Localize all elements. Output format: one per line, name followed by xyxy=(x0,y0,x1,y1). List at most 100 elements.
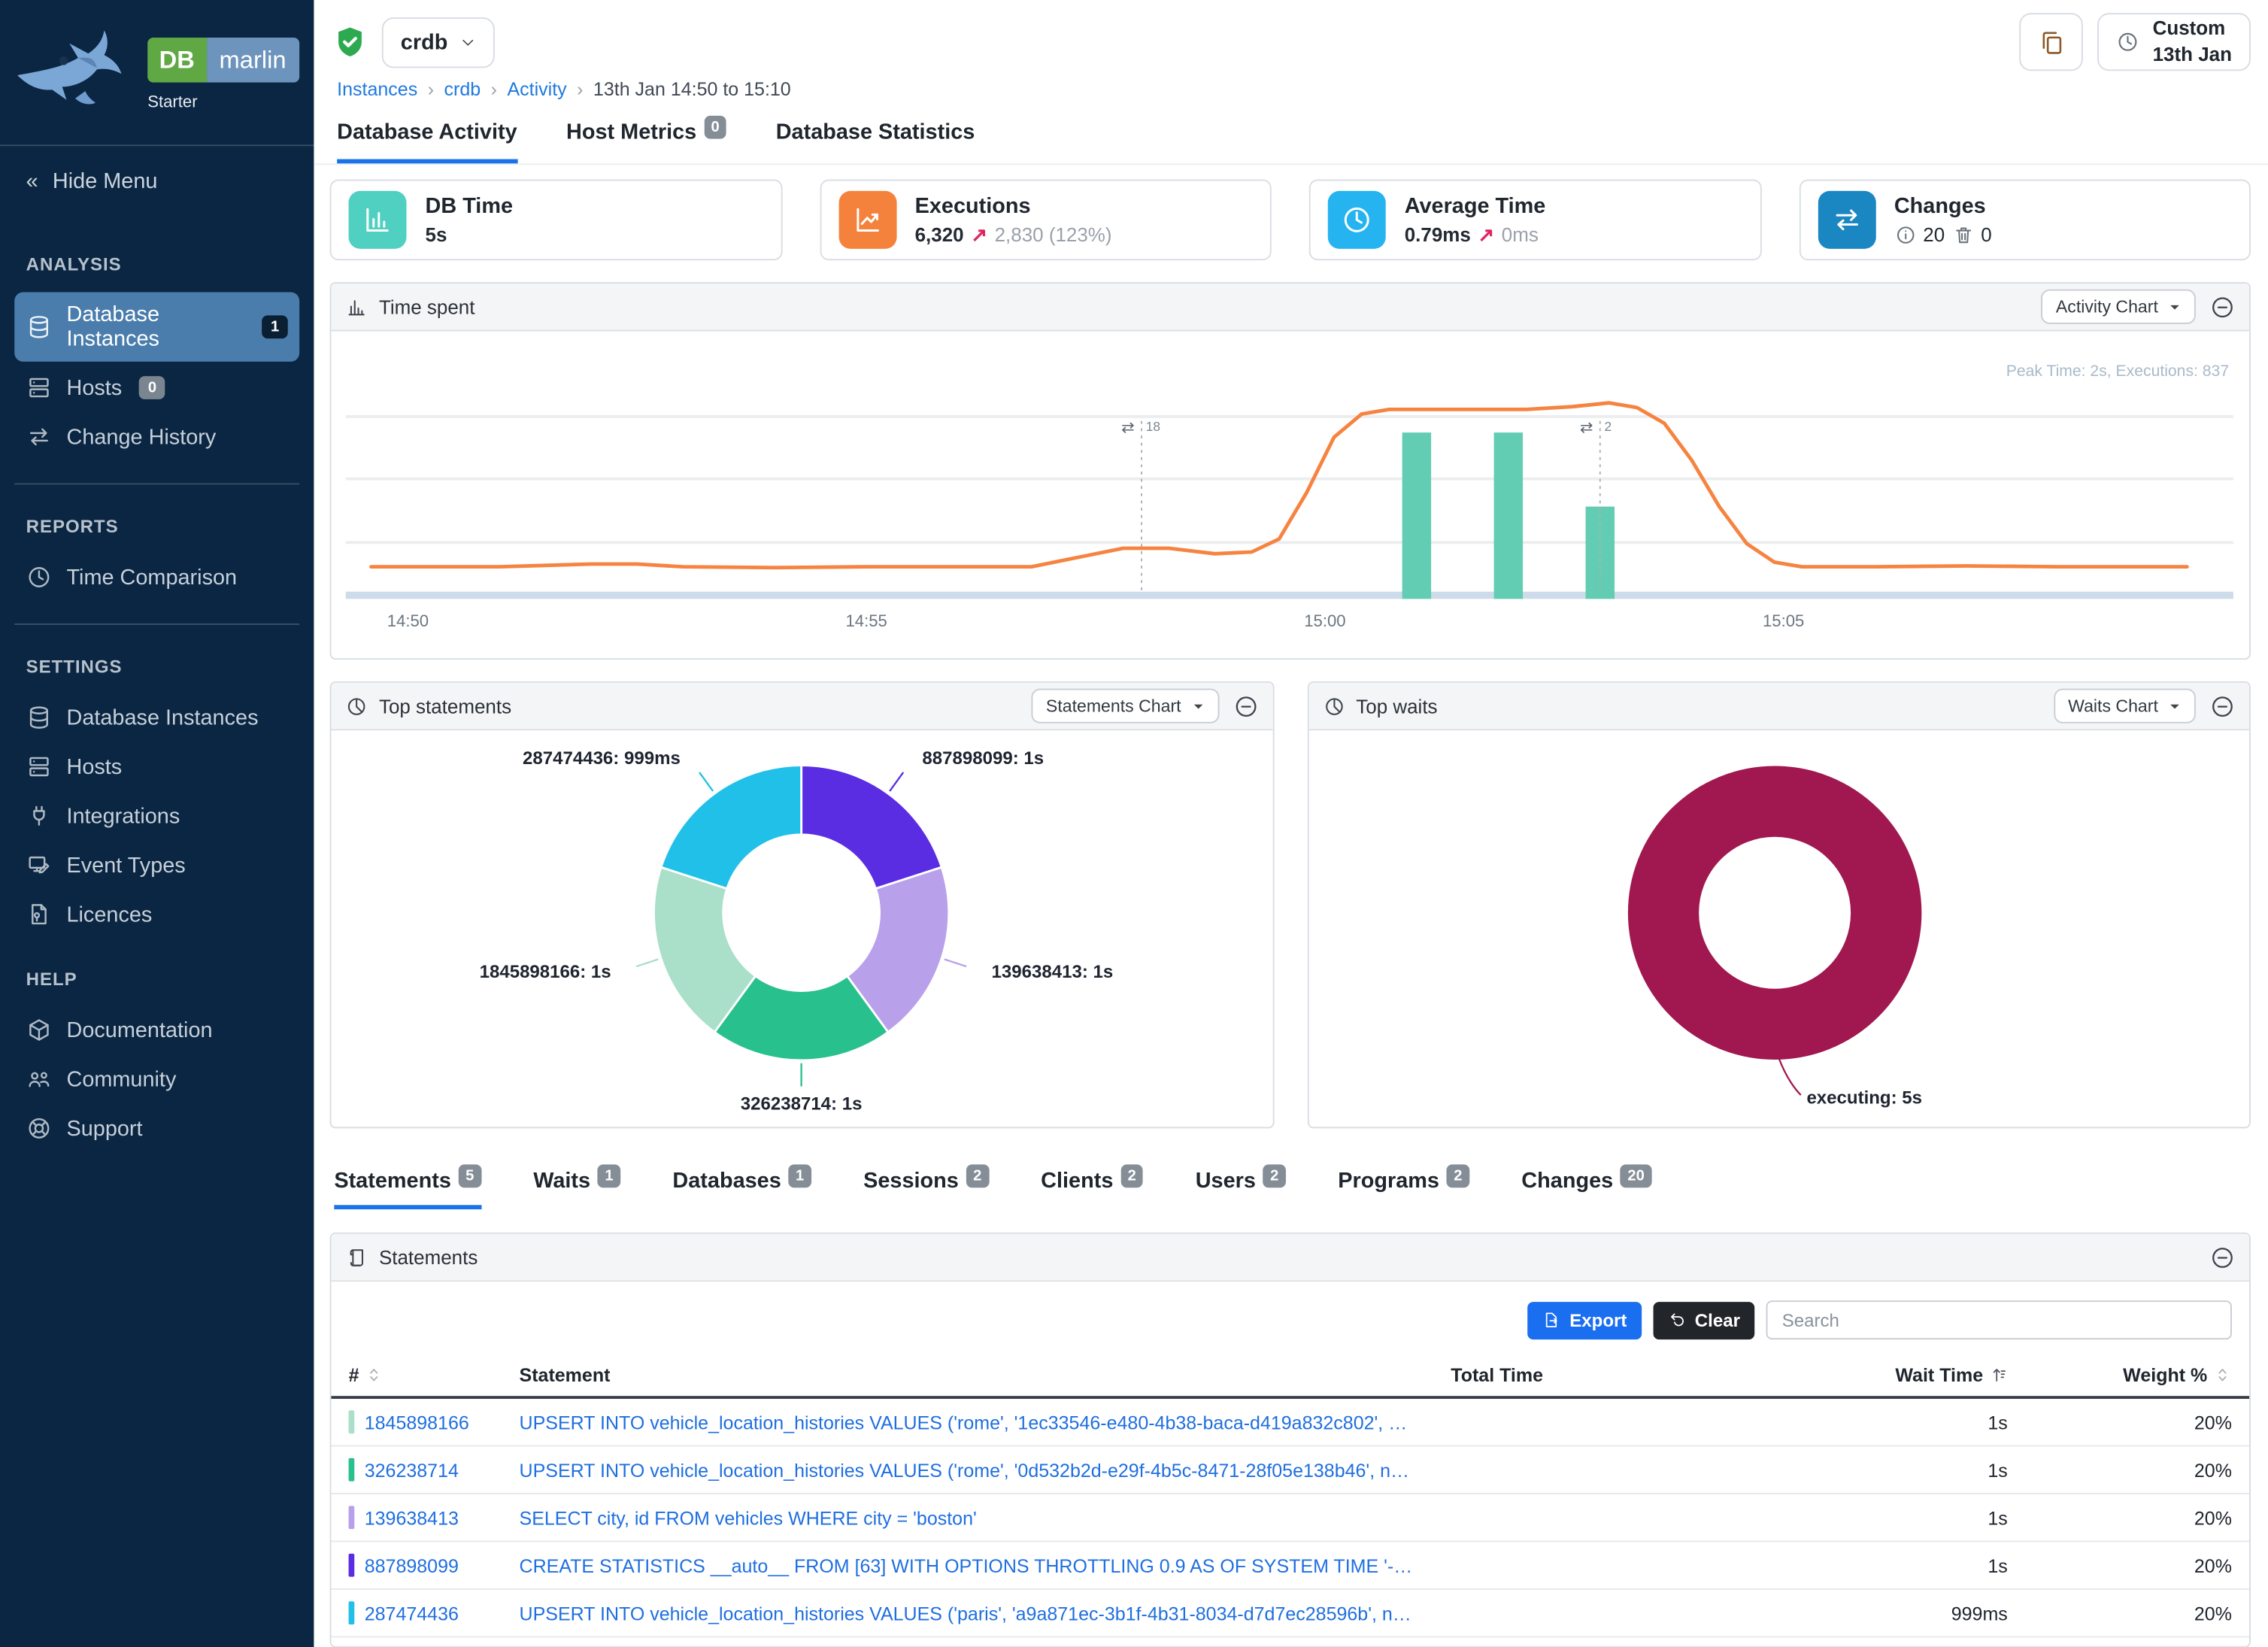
statements-table: # Statement Total Time Wait Time Weight % 184… xyxy=(331,1354,2250,1638)
sidebar-item-community[interactable]: Community xyxy=(14,1056,299,1103)
detail-tab-changes[interactable]: Changes 20 xyxy=(1521,1164,1652,1209)
panel-title: Top statements xyxy=(378,695,512,717)
sidebar-item-label: Licences xyxy=(66,902,153,927)
sidebar-item-documentation[interactable]: Documentation xyxy=(14,1007,299,1054)
time-range-mode: Custom xyxy=(2152,17,2226,40)
top-waits-donut[interactable]: executing: 5s xyxy=(1308,730,2248,1127)
brand: DB marlin Starter xyxy=(0,0,314,144)
tab-label: Clients xyxy=(1041,1169,1114,1194)
x-axis-tick: 14:55 xyxy=(846,611,887,630)
detail-tab-clients[interactable]: Clients 2 xyxy=(1041,1164,1144,1209)
statement-text-link[interactable]: UPSERT INTO vehicle_location_histories V… xyxy=(519,1411,1451,1433)
tab-label: Waits xyxy=(533,1169,591,1194)
copy-button[interactable] xyxy=(2019,13,2084,71)
breadcrumb-instances[interactable]: Instances xyxy=(337,77,418,100)
documentation-icon xyxy=(26,1017,53,1043)
brand-edition: Starter xyxy=(147,94,198,112)
executions-bar xyxy=(1493,432,1524,599)
detail-tab-statements[interactable]: Statements 5 xyxy=(334,1164,481,1210)
collapse-panel-icon[interactable] xyxy=(2210,1245,2235,1269)
line-chart-icon xyxy=(838,190,896,249)
change-marker-icon: ⇄ xyxy=(1580,419,1593,436)
sidebar-item-licences[interactable]: Licences xyxy=(14,891,299,938)
sidebar-item-support[interactable]: Support xyxy=(14,1106,299,1152)
breadcrumb-crdb[interactable]: crdb xyxy=(444,77,481,100)
statement-text-link[interactable]: SELECT city, id FROM vehicles WHERE city… xyxy=(519,1506,977,1529)
statement-text-link[interactable]: UPSERT INTO vehicle_location_histories V… xyxy=(519,1458,1451,1481)
tab-database-activity[interactable]: Database Activity xyxy=(337,120,517,164)
clear-button[interactable]: Clear xyxy=(1653,1301,1755,1339)
statement-id-link[interactable]: 1845898166 xyxy=(364,1411,469,1433)
metric-delta: 2,830 (123%) xyxy=(994,224,1112,246)
sidebar-item-integrations[interactable]: Integrations xyxy=(14,793,299,839)
sidebar-divider xyxy=(0,144,314,147)
db-time-line xyxy=(369,401,2189,570)
sidebar-item-label: Change History xyxy=(66,424,217,450)
column-header-statement[interactable]: Statement xyxy=(519,1363,611,1386)
waits-chart-dropdown[interactable]: Waits Chart xyxy=(2053,688,2196,723)
collapse-panel-icon[interactable] xyxy=(1233,693,1258,718)
count-badge: 2 xyxy=(1263,1164,1287,1188)
time-spent-chart[interactable]: ⇄ 18 ⇄ 2 14:50 14:55 15:00 15:05 xyxy=(331,351,2248,635)
scroll-icon xyxy=(346,1246,368,1268)
sidebar-item-label: Hosts xyxy=(66,375,123,400)
hide-menu-button[interactable]: « Hide Menu xyxy=(0,146,314,217)
detail-tab-waits[interactable]: Waits 1 xyxy=(533,1164,621,1209)
statement-id-link[interactable]: 887898099 xyxy=(364,1554,459,1576)
top-statements-donut[interactable]: 887898099: 1s 139638413: 1s 326238714: 1s 1… xyxy=(331,730,1271,1127)
panel-title: Statements xyxy=(378,1246,478,1268)
breadcrumb-activity[interactable]: Activity xyxy=(507,77,567,100)
detail-tab-sessions[interactable]: Sessions 2 xyxy=(863,1164,989,1209)
column-header-wait-time[interactable]: Wait Time xyxy=(1668,1364,2008,1386)
plug-icon xyxy=(26,803,53,830)
instance-name: crdb xyxy=(400,29,448,55)
detail-tab-programs[interactable]: Programs 2 xyxy=(1338,1164,1470,1209)
database-icon xyxy=(26,314,53,340)
sort-icon xyxy=(2213,1366,2232,1385)
instance-selector[interactable]: crdb xyxy=(381,17,494,68)
export-button[interactable]: Export xyxy=(1527,1301,1642,1339)
sidebar: DB marlin Starter « Hide Menu ANALYSIS Da… xyxy=(0,0,314,1647)
time-range-button[interactable]: Custom 13th Jan xyxy=(2097,13,2251,71)
sidebar-nav: ANALYSIS Database Instances 1 Hosts 0 Change … xyxy=(0,217,314,1647)
tab-label: Statements xyxy=(334,1169,451,1194)
sidebar-item-hosts[interactable]: Hosts xyxy=(14,744,299,790)
statement-id-link[interactable]: 287474436 xyxy=(364,1602,459,1624)
detail-tab-users[interactable]: Users 2 xyxy=(1196,1164,1287,1209)
metric-value: 0.79ms xyxy=(1404,224,1471,246)
search-input[interactable] xyxy=(1766,1300,2232,1340)
sidebar-section-title-settings: SETTINGS xyxy=(26,657,123,678)
collapse-panel-icon[interactable] xyxy=(2210,294,2235,319)
donut-label: 326238714: 1s xyxy=(741,1093,863,1114)
metric-card-db-time: DB Time 5s xyxy=(329,179,782,261)
statement-color-accent xyxy=(348,1457,355,1482)
sidebar-item-database-instances[interactable]: Database Instances 1 xyxy=(14,292,300,362)
column-header-weight[interactable]: Weight % xyxy=(2008,1364,2232,1386)
statements-chart-dropdown[interactable]: Statements Chart xyxy=(1031,688,1219,723)
server-icon xyxy=(26,754,53,780)
statement-text-link[interactable]: CREATE STATISTICS __auto__ FROM [63] WIT… xyxy=(519,1554,1428,1576)
event-types-icon xyxy=(26,852,53,878)
bar-chart-icon xyxy=(348,190,407,249)
statement-id-link[interactable]: 326238714 xyxy=(364,1458,459,1481)
tab-host-metrics[interactable]: Host Metrics 0 xyxy=(566,115,727,164)
sidebar-item-hosts[interactable]: Hosts 0 xyxy=(14,365,299,411)
executions-bar xyxy=(1402,432,1432,599)
sidebar-item-time-comparison[interactable]: Time Comparison xyxy=(14,554,299,601)
statement-text-link[interactable]: UPSERT INTO vehicle_location_histories V… xyxy=(519,1602,1451,1624)
donut-slice-887898099 xyxy=(800,764,944,890)
tab-database-statistics[interactable]: Database Statistics xyxy=(776,120,975,164)
statements-panel: Statements Export Clear #Statement Total … xyxy=(329,1232,2251,1647)
detail-tab-databases[interactable]: Databases 1 xyxy=(672,1164,811,1209)
sidebar-item-database-instances[interactable]: Database Instances xyxy=(14,694,299,741)
swap-icon xyxy=(26,424,53,450)
activity-chart-dropdown[interactable]: Activity Chart xyxy=(2041,289,2196,324)
sidebar-item-event-types[interactable]: Event Types xyxy=(14,842,299,888)
column-header-total-time[interactable]: Total Time xyxy=(1451,1363,1544,1386)
collapse-panel-icon[interactable] xyxy=(2210,693,2235,718)
count-badge: 2 xyxy=(966,1164,989,1188)
statement-id-link[interactable]: 139638413 xyxy=(364,1506,459,1529)
column-header-[interactable]: # xyxy=(349,1364,520,1386)
sidebar-item-label: Database Instances xyxy=(66,705,259,730)
sidebar-item-change-history[interactable]: Change History xyxy=(14,414,299,460)
